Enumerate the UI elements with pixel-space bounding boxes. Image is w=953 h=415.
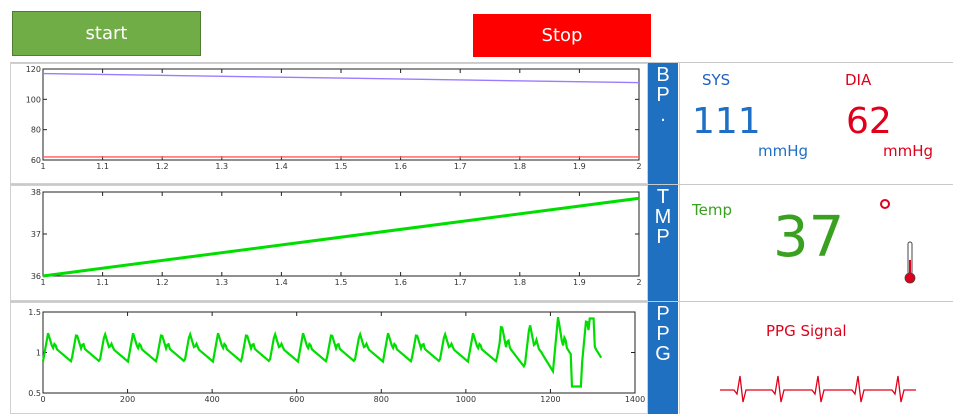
tab-ppg-letter: P [656, 303, 670, 325]
x-tick-label: 1.7 [454, 162, 467, 171]
x-tick-label: 1.7 [454, 278, 467, 287]
tab-bp-letter: B [656, 64, 670, 86]
thermometer-icon [904, 241, 916, 284]
sys-label: SYS [702, 71, 731, 89]
x-tick-label: 1400 [625, 395, 645, 404]
x-tick-label: 1000 [456, 395, 476, 404]
y-tick-label: 80 [31, 126, 41, 135]
x-tick-label: 1.3 [215, 278, 228, 287]
x-tick-label: 1.6 [394, 162, 407, 171]
start-button[interactable]: start [12, 11, 201, 56]
degree-circle-icon [880, 199, 890, 209]
x-tick-label: 1.1 [96, 162, 109, 171]
x-tick-label: 1.8 [513, 162, 526, 171]
bp-plot: 1 1.1 1.2 1.3 1.4 1.5 1.6 1.7 1.8 1.9 2 60 80 100 120 [10, 63, 648, 184]
tab-bp-letter: . [660, 104, 666, 126]
y-tick-label: 1.5 [28, 308, 41, 317]
axes-frame [42, 68, 640, 161]
temp-panel: Temp 37 [679, 185, 953, 301]
sys-value: 111 [692, 101, 761, 142]
x-tick-label: 2 [636, 278, 641, 287]
temp-label: Temp [692, 201, 732, 219]
temp-plot: 1 1.1 1.2 1.3 1.4 1.5 1.6 1.7 1.8 1.9 2 36 37 38 [10, 185, 648, 301]
x-tick-label: 1.5 [335, 162, 348, 171]
dia-value: 62 [846, 101, 892, 142]
x-tick-label: 1.9 [573, 278, 586, 287]
divider [10, 184, 953, 185]
divider [10, 301, 953, 302]
x-tick-label: 1.8 [513, 278, 526, 287]
bp-panel: SYS DIA 111 mmHg 62 mmHg [679, 63, 953, 184]
ppg-plot: 0 200 400 600 800 1000 1200 1400 0.5 1 1.5 [10, 302, 648, 414]
x-tick-label: 1.4 [275, 278, 288, 287]
dia-unit: mmHg [883, 142, 934, 160]
bp-chart: 1 1.1 1.2 1.3 1.4 1.5 1.6 1.7 1.8 1.9 2 60 80 100 120 [26, 65, 642, 171]
y-tick-label: 36 [31, 272, 41, 281]
x-tick-label: 1.9 [573, 162, 586, 171]
y-tick-label: 100 [26, 95, 41, 104]
x-tick-label: 200 [120, 395, 135, 404]
x-tick-label: 1.2 [156, 278, 169, 287]
axes-frame [42, 311, 636, 394]
ppg-trace [41, 316, 603, 388]
divider [10, 62, 953, 63]
temp-value: 37 [773, 205, 845, 270]
y-tick-label: 38 [31, 188, 41, 197]
dia-label: DIA [845, 71, 872, 89]
x-tick-label: 1.5 [335, 278, 348, 287]
tab-bp-letter: P [656, 84, 670, 106]
x-tick-label: 600 [289, 395, 304, 404]
x-tick-label: 1 [40, 278, 45, 287]
temp-chart: 1 1.1 1.2 1.3 1.4 1.5 1.6 1.7 1.8 1.9 2 36 37 38 [31, 188, 642, 287]
stop-button[interactable]: Stop [473, 14, 651, 57]
tab-bp[interactable]: B P . [648, 63, 678, 184]
sys-trace [42, 72, 640, 84]
ppg-panel: PPG Signal [679, 302, 953, 414]
tab-ppg-letter: P [656, 323, 670, 345]
x-tick-label: 0 [40, 395, 45, 404]
x-tick-label: 1.4 [275, 162, 288, 171]
tab-ppg[interactable]: P P G [648, 302, 678, 414]
x-tick-label: 1.3 [215, 162, 228, 171]
temp-trace [42, 196, 640, 278]
x-tick-label: 1.1 [96, 278, 109, 287]
y-tick-label: 120 [26, 65, 41, 74]
x-tick-label: 1.6 [394, 278, 407, 287]
sys-unit: mmHg [758, 142, 809, 160]
x-tick-label: 1200 [540, 395, 560, 404]
ppg-label: PPG Signal [766, 322, 847, 340]
y-tick-label: 0.5 [28, 389, 41, 398]
y-tick-label: 37 [31, 230, 41, 239]
tab-tmp-letter: M [654, 206, 672, 228]
tab-tmp-letter: T [656, 186, 670, 208]
y-tick-label: 1 [36, 349, 41, 358]
x-tick-label: 800 [374, 395, 389, 404]
x-tick-label: 2 [636, 162, 641, 171]
x-tick-label: 1.2 [156, 162, 169, 171]
y-tick-label: 60 [31, 156, 41, 165]
x-tick-label: 400 [205, 395, 220, 404]
ecg-waveform-icon [720, 375, 916, 403]
tab-tmp[interactable]: T M P [648, 185, 678, 301]
tab-ppg-letter: G [655, 343, 671, 365]
tab-tmp-letter: P [656, 226, 670, 248]
x-tick-label: 1 [40, 162, 45, 171]
ppg-chart: 0 200 400 600 800 1000 1200 1400 0.5 1 1.5 [28, 308, 645, 404]
